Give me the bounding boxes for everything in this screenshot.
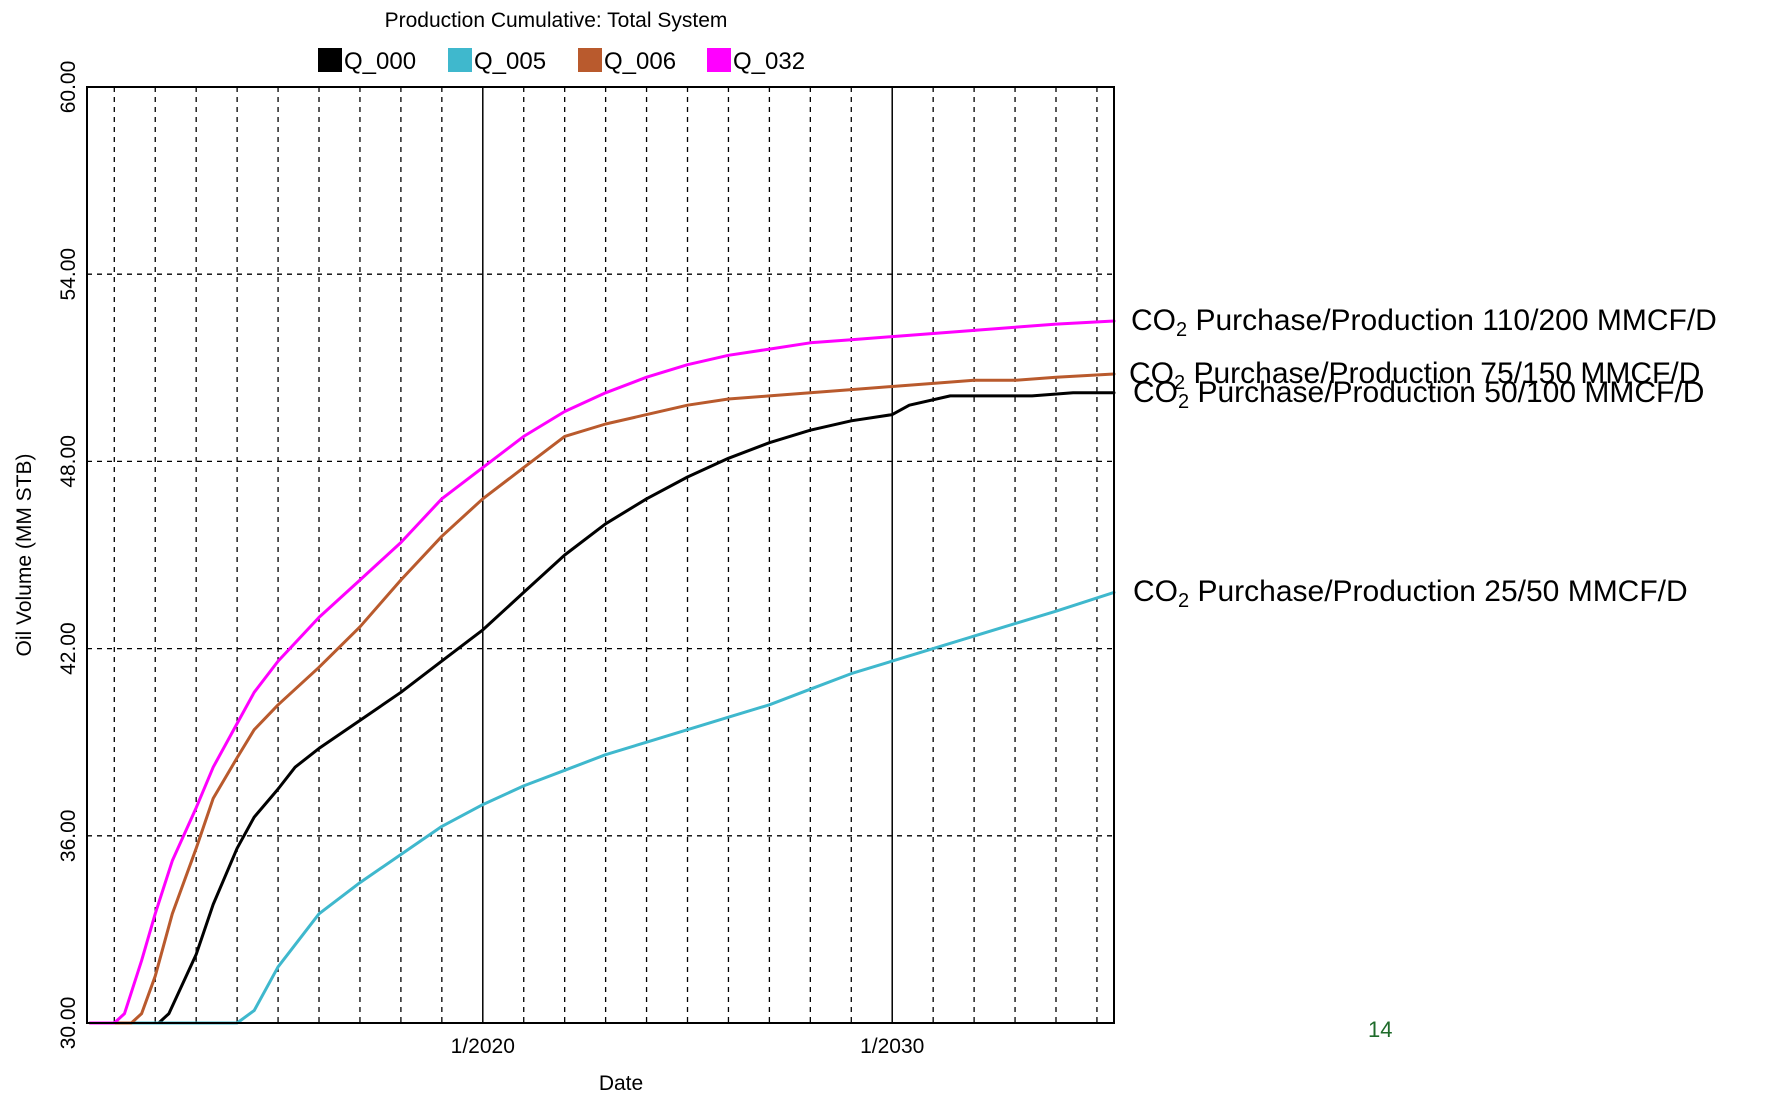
y-tick-labels: 30.00 36.00 42.00 48.00 54.00 60.00 bbox=[57, 61, 80, 1050]
annotation-text: Purchase/Production 25/50 MMCF/D bbox=[1189, 575, 1688, 609]
series-layer bbox=[88, 319, 1116, 1025]
plot-frame bbox=[86, 86, 1115, 1024]
y-axis-label: Oil Volume (MM STB) bbox=[13, 453, 36, 656]
annotation-prefix: CO bbox=[1131, 304, 1176, 337]
legend-label: Q_006 bbox=[604, 48, 676, 75]
legend-label: Q_005 bbox=[474, 48, 546, 75]
annotation-text: Purchase/Production 75/150 MMCF/D bbox=[1185, 357, 1701, 391]
annotation-text: Purchase/Production 50/100 MMCF/D bbox=[1189, 375, 1705, 409]
series-annotation: CO2 Purchase/Production 25/50 MMCF/D bbox=[1133, 575, 1688, 612]
series-annotation: CO2 Purchase/Production 75/150 MMCF/D bbox=[1129, 357, 1701, 394]
y-tick-label: 48.00 bbox=[57, 435, 80, 488]
x-axis-label: Date bbox=[599, 1072, 643, 1095]
annotation-prefix: CO bbox=[1133, 375, 1178, 409]
y-tick-label: 54.00 bbox=[57, 248, 80, 301]
y-tick-label: 42.00 bbox=[57, 622, 80, 675]
annotation-subscript: 2 bbox=[1174, 372, 1186, 395]
series-line-q-000 bbox=[88, 391, 1116, 1025]
grid bbox=[87, 87, 1114, 1023]
series-line-q-006 bbox=[88, 372, 1116, 1025]
series-annotation: CO2 Purchase/Production 50/100 MMCF/D bbox=[1133, 375, 1705, 412]
legend-label: Q_032 bbox=[733, 48, 805, 75]
legend-swatch bbox=[318, 48, 342, 72]
y-tick-label: 36.00 bbox=[57, 810, 80, 863]
annotation-subscript: 2 bbox=[1178, 390, 1190, 413]
legend-swatch bbox=[448, 48, 472, 72]
legend-label: Q_000 bbox=[344, 48, 416, 75]
annotation-prefix: CO bbox=[1133, 575, 1178, 609]
page-number: 14 bbox=[1368, 1017, 1393, 1042]
y-tick-label: 30.00 bbox=[57, 997, 80, 1050]
legend: Q_000 Q_005 Q_006 Q_032 bbox=[318, 48, 805, 75]
series-annotation: CO2 Purchase/Production 110/200 MMCF/D bbox=[1131, 304, 1717, 341]
x-tick-labels: 1/2020 1/2030 bbox=[451, 1035, 925, 1058]
legend-swatch bbox=[707, 48, 731, 72]
series-line-q-032 bbox=[88, 319, 1116, 1025]
annotation-text: Purchase/Production 110/200 MMCF/D bbox=[1187, 304, 1717, 337]
annotation-prefix: CO bbox=[1129, 357, 1174, 391]
y-tick-label: 60.00 bbox=[57, 61, 80, 114]
x-tick-label: 1/2030 bbox=[860, 1035, 924, 1058]
series-line-q-005 bbox=[88, 590, 1116, 1025]
x-tick-label: 1/2020 bbox=[451, 1035, 515, 1058]
annotation-subscript: 2 bbox=[1178, 590, 1190, 613]
chart-title: Production Cumulative: Total System bbox=[385, 9, 728, 32]
annotation-subscript: 2 bbox=[1176, 319, 1188, 341]
legend-swatch bbox=[578, 48, 602, 72]
